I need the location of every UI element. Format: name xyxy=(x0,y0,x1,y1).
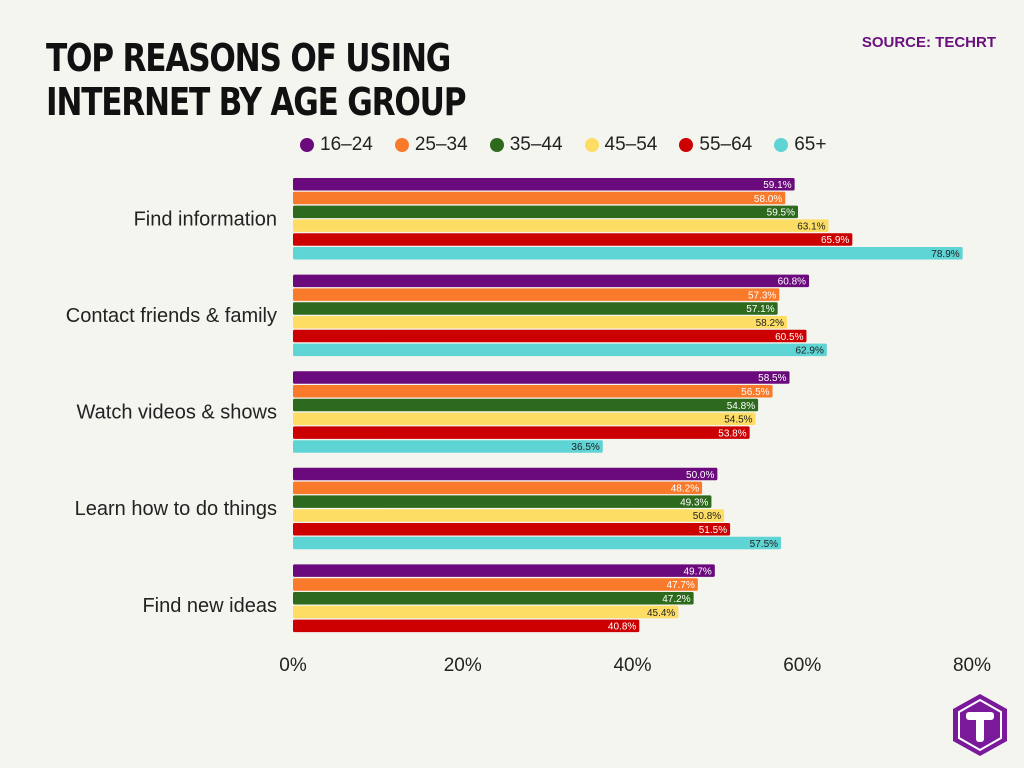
bar xyxy=(293,605,679,619)
legend-label: 35–44 xyxy=(509,134,563,155)
bar xyxy=(293,564,715,577)
bar xyxy=(293,578,698,591)
data-label: 49.3% xyxy=(680,497,708,508)
bar xyxy=(293,412,756,426)
x-tick-label: 0% xyxy=(279,655,307,676)
bar xyxy=(293,398,759,412)
bar xyxy=(293,467,718,481)
legend-item: 45–54 xyxy=(584,134,658,156)
bar xyxy=(293,426,750,439)
x-tick-label: 40% xyxy=(613,655,651,676)
legend: 16–24 25–34 35–44 45–54 55–64 65+ xyxy=(300,134,826,156)
legend-swatch xyxy=(394,138,409,152)
data-label: 54.5% xyxy=(724,415,752,426)
data-label: 65.9% xyxy=(821,235,849,246)
category-label: Find new ideas xyxy=(142,595,277,617)
bar xyxy=(293,385,773,398)
source-label: SOURCE: TECHRT xyxy=(861,34,996,51)
legend-swatch xyxy=(679,138,694,152)
bar xyxy=(293,191,786,205)
bar xyxy=(293,288,780,301)
data-label: 54.8% xyxy=(727,401,755,412)
data-label: 58.5% xyxy=(758,373,786,384)
data-label: 59.1% xyxy=(763,180,791,191)
bar xyxy=(293,523,731,536)
data-label: 62.9% xyxy=(796,346,824,357)
bar xyxy=(293,219,829,232)
legend-item: 35–44 xyxy=(489,134,563,156)
data-label: 47.2% xyxy=(662,594,690,605)
data-label: 48.2% xyxy=(671,484,699,495)
legend-swatch xyxy=(489,138,504,152)
bar xyxy=(293,247,963,260)
data-label: 51.5% xyxy=(699,525,727,536)
legend-swatch xyxy=(300,138,314,152)
legend-item: 25–34 xyxy=(394,134,468,156)
data-label: 40.8% xyxy=(608,622,636,633)
bar xyxy=(293,371,790,384)
legend-item: 65+ xyxy=(774,134,826,156)
bar xyxy=(293,495,712,508)
bar xyxy=(293,536,782,550)
data-label: 45.4% xyxy=(647,608,675,619)
data-label: 57.5% xyxy=(750,539,778,550)
data-label: 63.1% xyxy=(797,221,825,232)
legend-item: 16–24 xyxy=(300,134,373,156)
bar xyxy=(293,205,799,219)
bar xyxy=(293,481,703,495)
legend-label: 65+ xyxy=(794,134,827,155)
category-label: Learn how to do things xyxy=(75,498,277,520)
category-label: Contact friends & family xyxy=(66,305,277,327)
x-tick-label: 80% xyxy=(953,655,991,676)
category-label: Find information xyxy=(134,208,277,230)
data-label: 58.0% xyxy=(754,194,782,205)
data-label: 56.5% xyxy=(741,387,769,398)
legend-label: 55–64 xyxy=(699,134,753,155)
legend-label: 25–34 xyxy=(414,134,468,155)
data-label: 60.5% xyxy=(775,332,803,343)
bar xyxy=(293,343,827,357)
legend-swatch xyxy=(774,138,789,152)
legend-item: 55–64 xyxy=(679,134,752,156)
data-label: 53.8% xyxy=(718,428,746,439)
data-label: 60.8% xyxy=(778,277,806,288)
data-label: 47.7% xyxy=(666,580,694,591)
chart-title: Top reasons of using internet by age gro… xyxy=(46,36,467,124)
data-label: 49.7% xyxy=(683,566,711,577)
legend-swatch xyxy=(584,138,599,152)
bar xyxy=(293,592,694,605)
bar xyxy=(293,178,795,191)
data-label: 57.3% xyxy=(748,290,776,301)
x-tick-label: 60% xyxy=(783,655,821,676)
x-tick-label: 20% xyxy=(444,655,482,676)
legend-label: 16–24 xyxy=(320,134,373,155)
bar xyxy=(293,619,640,633)
data-label: 78.9% xyxy=(931,249,959,260)
data-label: 50.0% xyxy=(686,470,714,481)
bar xyxy=(293,316,787,329)
data-label: 59.5% xyxy=(767,208,795,219)
data-label: 36.5% xyxy=(571,442,599,453)
bar xyxy=(293,302,778,315)
bar xyxy=(293,509,725,522)
data-label: 57.1% xyxy=(746,304,774,315)
bar xyxy=(293,274,810,288)
logo-icon xyxy=(953,694,1007,756)
bar xyxy=(293,233,853,246)
bar xyxy=(293,329,807,343)
data-label: 50.8% xyxy=(693,511,721,522)
data-label: 58.2% xyxy=(756,318,784,329)
bar xyxy=(293,440,603,453)
category-label: Watch videos & shows xyxy=(77,402,277,424)
legend-label: 45–54 xyxy=(604,134,658,155)
